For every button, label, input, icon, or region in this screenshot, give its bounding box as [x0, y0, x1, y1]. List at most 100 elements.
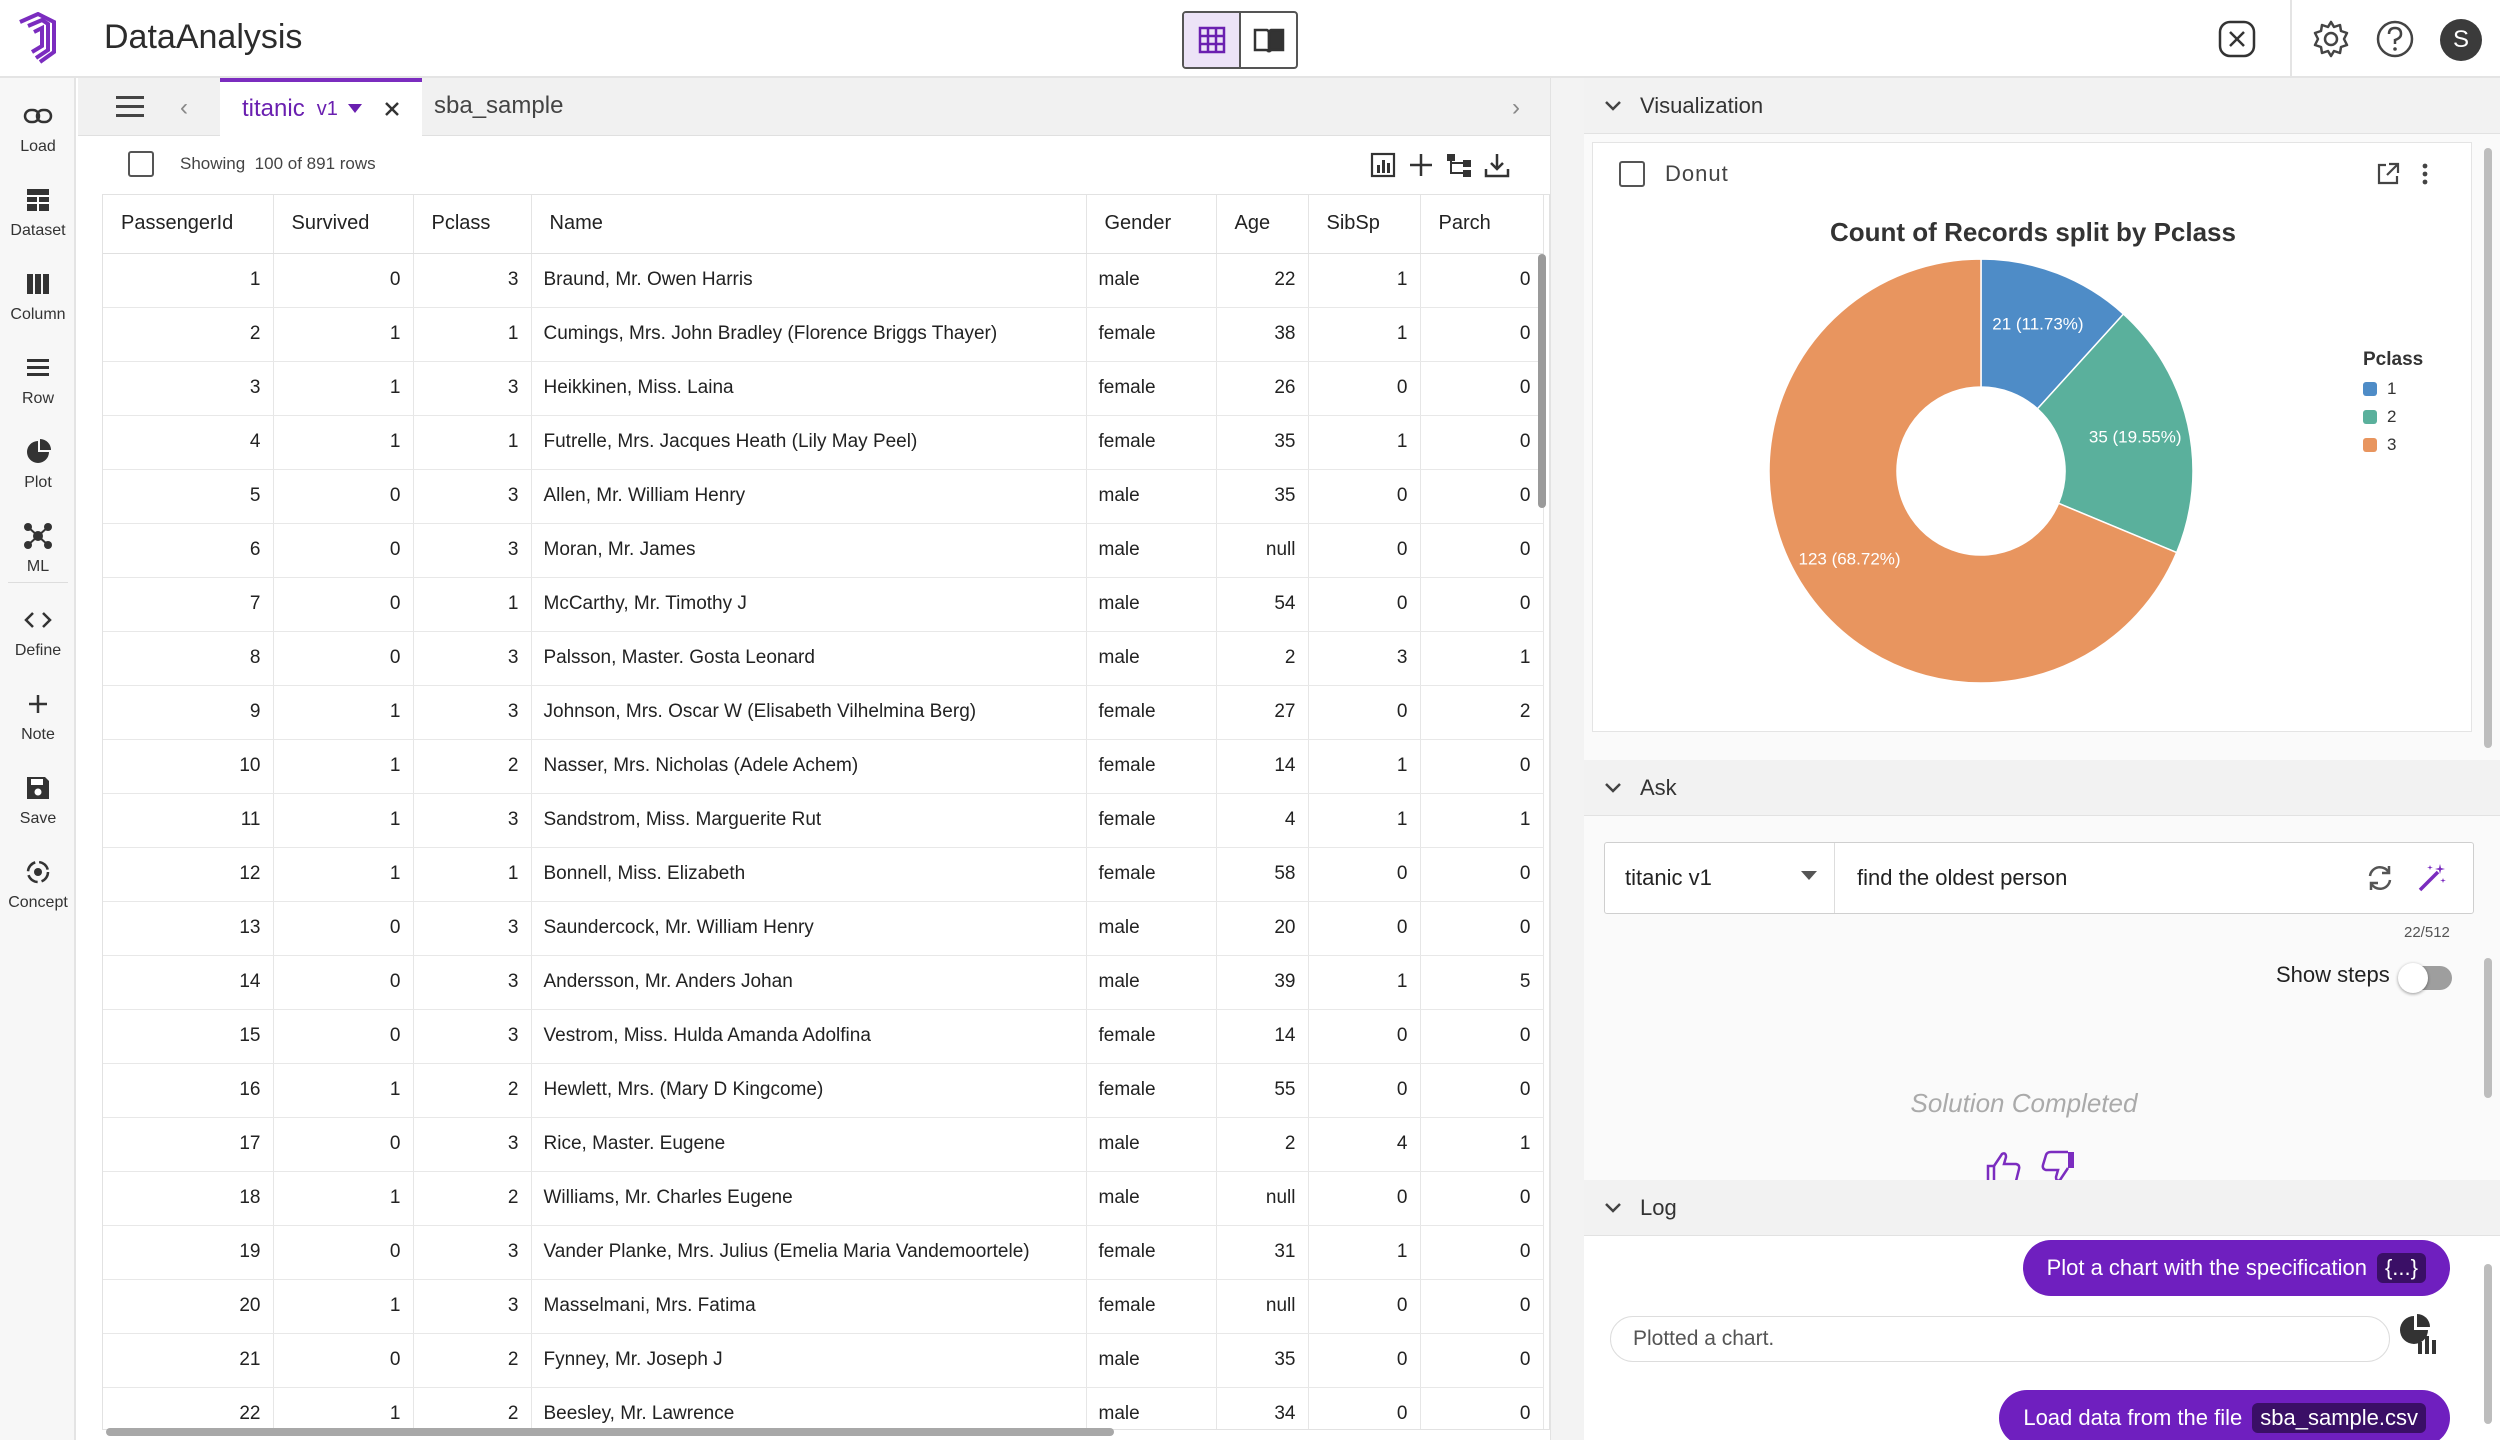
table-cell: 0	[1420, 1333, 1544, 1388]
table-cell: 1	[273, 361, 414, 416]
user-avatar[interactable]: S	[2440, 19, 2482, 61]
sidebar-item-dataset[interactable]: Dataset	[0, 172, 76, 252]
magic-wand-button[interactable]	[2413, 859, 2451, 897]
chart-result-icon[interactable]	[2396, 1312, 2440, 1356]
table-cell: 3	[103, 361, 274, 416]
sidebar-item-load[interactable]: Load	[0, 88, 76, 168]
table-row[interactable]: 10 1 2 Nasser, Mrs. Nicholas (Adele Achem) f…	[103, 739, 1544, 794]
thumbs-up-button[interactable]	[1984, 1148, 2024, 1182]
legend-item[interactable]: 3	[2363, 435, 2423, 455]
notebook-view-button[interactable]	[1241, 13, 1296, 67]
download-button[interactable]	[1480, 148, 1514, 182]
donut-slice-3[interactable]	[1768, 258, 2178, 684]
close-panel-button[interactable]	[2214, 16, 2260, 62]
hierarchy-button[interactable]	[1442, 148, 1476, 182]
column-header[interactable]: Parch	[1420, 195, 1544, 254]
table-cell: Johnson, Mrs. Oscar W (Elisabeth Vilhelm…	[531, 685, 1087, 740]
column-header[interactable]: Survived	[273, 195, 414, 254]
table-row[interactable]: 4 1 1 Futrelle, Mrs. Jacques Heath (Lily Ma…	[103, 415, 1544, 470]
open-external-icon[interactable]	[2375, 161, 2401, 187]
ask-scrollbar[interactable]	[2484, 958, 2492, 1098]
table-row[interactable]: 2 1 1 Cumings, Mrs. John Bradley (Florence …	[103, 307, 1544, 362]
table-row[interactable]: 12 1 1 Bonnell, Miss. Elizabeth female 58 0 0	[103, 847, 1544, 902]
dataset-select[interactable]: titanic v1	[1605, 843, 1835, 913]
select-all-checkbox[interactable]	[128, 151, 154, 177]
table-row[interactable]: 11 1 3 Sandstrom, Miss. Marguerite Rut femal…	[103, 793, 1544, 848]
table-cell: 1	[273, 415, 414, 470]
table-cell: Moran, Mr. James	[531, 523, 1087, 578]
tab-sba-sample[interactable]: sba_sample	[434, 92, 564, 119]
column-header[interactable]: Name	[531, 195, 1087, 254]
table-row[interactable]: 20 1 3 Masselmani, Mrs. Fatima female null 0 0	[103, 1279, 1544, 1334]
chevron-right-icon[interactable]: ›	[1512, 94, 1520, 121]
table-horizontal-scrollbar[interactable]	[106, 1428, 1114, 1436]
table-row[interactable]: 3 1 3 Heikkinen, Miss. Laina female 26 0 0	[103, 361, 1544, 416]
visualization-scrollbar[interactable]	[2484, 148, 2492, 748]
table-row[interactable]: 8 0 3 Palsson, Master. Gosta Leonard male 2 3 1	[103, 631, 1544, 686]
thumbs-up-icon	[1986, 1152, 2021, 1182]
column-header[interactable]: Pclass	[413, 195, 532, 254]
chart-select-checkbox[interactable]	[1619, 161, 1645, 187]
settings-button[interactable]	[2308, 16, 2354, 62]
table-row[interactable]: 6 0 3 Moran, Mr. James male null 0 0	[103, 523, 1544, 578]
ask-query-input[interactable]	[1857, 865, 2337, 891]
table-row[interactable]: 15 0 3 Vestrom, Miss. Hulda Amanda Adolfina…	[103, 1009, 1544, 1064]
column-header[interactable]: Age	[1216, 195, 1309, 254]
sidebar-item-ml[interactable]: ML	[0, 508, 76, 588]
log-scrollbar[interactable]	[2484, 1264, 2492, 1424]
table-cell: 54	[1216, 577, 1309, 632]
table-cell: 0	[1420, 1387, 1544, 1429]
table-row[interactable]: 17 0 3 Rice, Master. Eugene male 2 4 1	[103, 1117, 1544, 1172]
legend-item[interactable]: 2	[2363, 407, 2423, 427]
legend-label: 3	[2387, 435, 2397, 454]
table-row[interactable]: 9 1 3 Johnson, Mrs. Oscar W (Elisabeth Vilh…	[103, 685, 1544, 740]
help-button[interactable]	[2372, 16, 2418, 62]
download-icon	[1484, 154, 1510, 178]
column-header[interactable]: Gender	[1086, 195, 1217, 254]
table-row[interactable]: 16 1 2 Hewlett, Mrs. (Mary D Kingcome) femal…	[103, 1063, 1544, 1118]
table-row[interactable]: 19 0 3 Vander Planke, Mrs. Julius (Emelia M…	[103, 1225, 1544, 1280]
table-cell: 3	[413, 793, 532, 848]
thumbs-down-button[interactable]	[2038, 1148, 2078, 1182]
table-row[interactable]: 13 0 3 Saundercock, Mr. William Henry male 20…	[103, 901, 1544, 956]
sidebar-item-column[interactable]: Column	[0, 256, 76, 336]
table-row[interactable]: 18 1 2 Williams, Mr. Charles Eugene male null…	[103, 1171, 1544, 1226]
menu-icon[interactable]	[116, 94, 146, 120]
table-vertical-scrollbar[interactable]	[1538, 254, 1546, 508]
top-bar: DataAnalysis	[0, 0, 2500, 78]
legend-item[interactable]: 1	[2363, 379, 2423, 399]
table-row[interactable]: 14 0 3 Andersson, Mr. Anders Johan male 39 1 5	[103, 955, 1544, 1010]
chevron-left-icon[interactable]: ‹	[180, 94, 188, 121]
table-cell: 26	[1216, 361, 1309, 416]
column-header[interactable]: PassengerId	[103, 195, 274, 254]
close-icon[interactable]	[384, 101, 400, 117]
visualization-section-header[interactable]: Visualization	[1584, 78, 2500, 134]
sidebar-item-row[interactable]: Row	[0, 340, 76, 420]
column-header[interactable]: SibSp	[1308, 195, 1421, 254]
tab-titanic[interactable]: titanic v1	[220, 78, 422, 136]
more-vertical-icon[interactable]	[2419, 161, 2431, 187]
table-cell: female	[1086, 739, 1217, 794]
show-steps-toggle[interactable]	[2398, 963, 2452, 993]
caret-down-icon[interactable]	[347, 104, 362, 114]
refresh-button[interactable]	[2361, 859, 2399, 897]
log-section-header[interactable]: Log	[1584, 1180, 2500, 1236]
table-cell: 4	[1308, 1117, 1421, 1172]
sidebar-item-plot[interactable]: Plot	[0, 424, 76, 504]
sidebar-item-save[interactable]: Save	[0, 760, 76, 840]
table-cell: 2	[413, 1171, 532, 1226]
grid-view-button[interactable]	[1184, 13, 1241, 67]
sidebar-item-note[interactable]: Note	[0, 676, 76, 756]
pane-divider[interactable]	[1550, 78, 1584, 1440]
table-row[interactable]: 1 0 3 Braund, Mr. Owen Harris male 22 1 0	[103, 253, 1544, 308]
add-button[interactable]	[1404, 148, 1438, 182]
table-row[interactable]: 22 1 2 Beesley, Mr. Lawrence male 34 0 0	[103, 1387, 1544, 1429]
chart-summary-button[interactable]	[1366, 148, 1400, 182]
sidebar-item-define[interactable]: Define	[0, 592, 76, 672]
table-row[interactable]: 5 0 3 Allen, Mr. William Henry male 35 0 0	[103, 469, 1544, 524]
donut-slice-2[interactable]	[2036, 312, 2194, 554]
ask-section-header[interactable]: Ask	[1584, 760, 2500, 816]
sidebar-item-concept[interactable]: Concept	[0, 844, 76, 924]
